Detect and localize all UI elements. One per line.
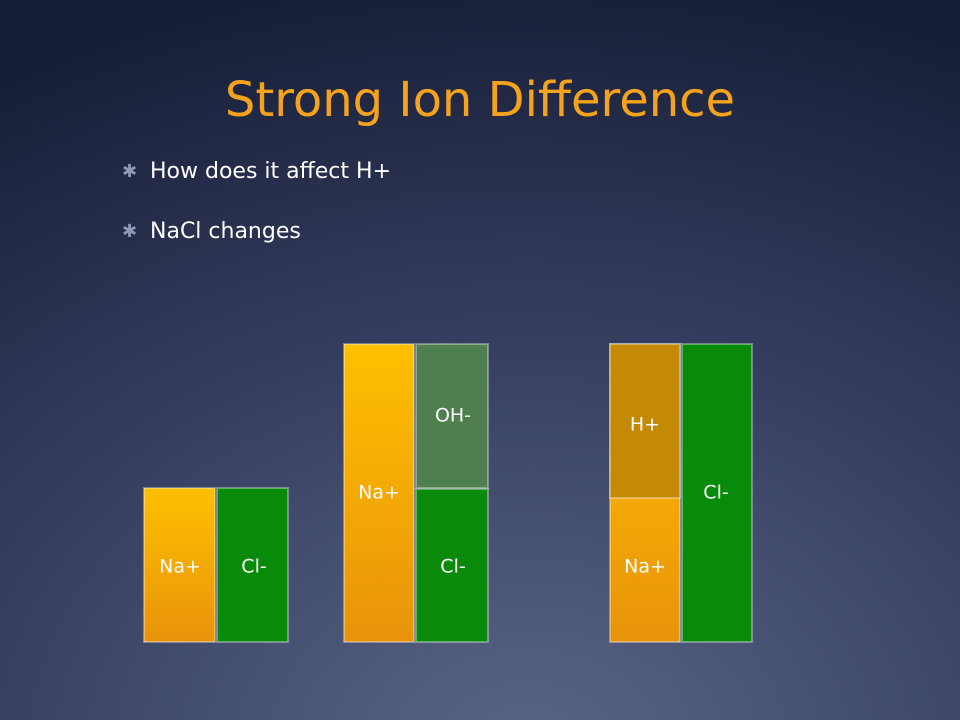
ion-diagram: H+ Na+ Cl- [609,343,753,643]
bullet-icon: ✱ [122,161,137,182]
ion-label: OH- [435,405,471,427]
ion-diagram: Na+ OH- Cl- [343,343,489,643]
ion-block [343,343,415,643]
bullet-text: NaCl changes [150,219,301,244]
ion-diagram: Na+ Cl- [143,487,289,643]
ion-label: Cl- [440,556,465,578]
slide-title: Strong Ion Difference [225,72,735,128]
ion-block [143,487,216,643]
ion-label: Na+ [159,556,201,578]
ion-label: Cl- [703,482,728,504]
ion-block [415,343,489,489]
bullet-text: How does it affect H+ [150,159,391,184]
ion-block [681,343,753,643]
ion-block [609,343,681,499]
ion-label: H+ [630,414,660,436]
ion-block [216,487,289,643]
ion-label: Cl- [241,556,266,578]
ion-label: Na+ [358,482,400,504]
ion-label: Na+ [624,556,666,578]
ion-block [415,488,489,643]
bullet-icon: ✱ [122,221,137,242]
